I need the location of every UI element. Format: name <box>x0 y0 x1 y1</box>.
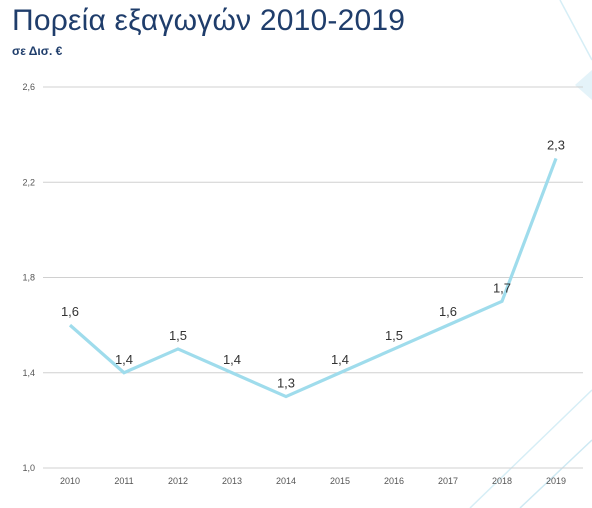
series-line <box>68 157 558 399</box>
data-label: 1,5 <box>385 328 403 343</box>
data-label: 1,4 <box>223 352 241 367</box>
x-axis-ticks: 2010 2011 2012 2013 2014 2015 2016 2017 2018 2019 <box>60 476 566 486</box>
y-axis-ticks: 1,0 1,4 1,8 2,2 2,6 <box>22 82 35 473</box>
x-tick-label: 2017 <box>438 476 458 486</box>
x-tick-label: 2012 <box>168 476 188 486</box>
x-tick-label: 2015 <box>330 476 350 486</box>
series-polyline <box>68 157 558 399</box>
data-label: 1,6 <box>61 304 79 319</box>
y-tick-label: 2,6 <box>22 82 35 92</box>
data-label: 1,4 <box>331 352 349 367</box>
x-tick-label: 2019 <box>546 476 566 486</box>
slide-subtitle: σε Δισ. € <box>12 44 63 58</box>
x-tick-label: 2011 <box>114 476 133 486</box>
y-tick-label: 2,2 <box>22 177 35 187</box>
x-tick-label: 2016 <box>384 476 404 486</box>
y-tick-label: 1,0 <box>22 463 35 473</box>
data-label: 1,5 <box>169 328 187 343</box>
data-label: 1,7 <box>493 280 511 295</box>
x-tick-label: 2013 <box>222 476 242 486</box>
slide-title: Πορεία εξαγωγών 2010-2019 <box>12 4 406 37</box>
data-label: 1,6 <box>439 304 457 319</box>
x-tick-label: 2010 <box>60 476 80 486</box>
data-label: 1,3 <box>277 376 295 391</box>
x-tick-label: 2014 <box>276 476 296 486</box>
data-labels: 1,6 1,4 1,5 1,4 1,3 1,4 1,5 1,6 1,7 2,3 <box>61 137 565 390</box>
y-tick-label: 1,4 <box>22 368 35 378</box>
x-tick-label: 2018 <box>492 476 512 486</box>
data-label: 1,4 <box>115 352 133 367</box>
grid-lines <box>43 86 583 469</box>
data-label: 2,3 <box>547 137 565 152</box>
y-tick-label: 1,8 <box>22 273 35 283</box>
